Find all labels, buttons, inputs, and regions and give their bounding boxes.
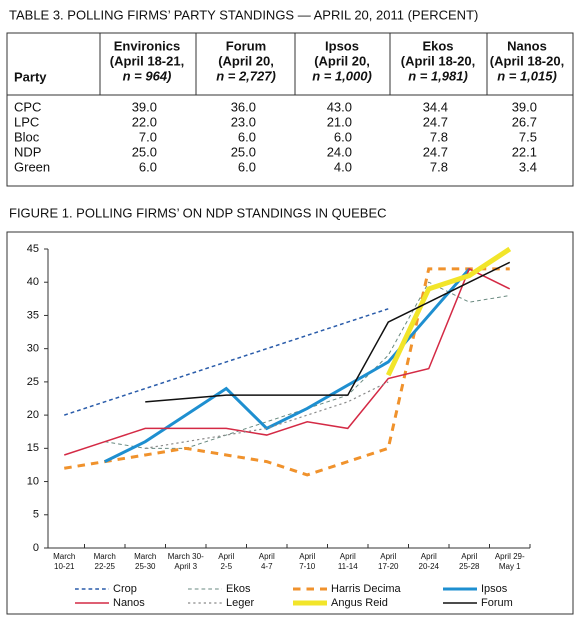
x-tick-label: 10-21	[54, 562, 75, 571]
x-tick-label: 2-5	[220, 562, 232, 571]
legend-label: Crop	[113, 583, 137, 595]
cell: 6.0	[238, 159, 256, 174]
cell: 25.0	[231, 144, 256, 159]
series-line	[385, 246, 512, 377]
cell: 39.0	[132, 99, 157, 114]
row-label: NDP	[14, 144, 41, 159]
x-tick-label: April	[380, 552, 396, 561]
cell: 34.4	[423, 99, 448, 114]
column-header: Forum	[226, 38, 266, 53]
column-header: Environics	[114, 38, 180, 53]
y-tick-label: 0	[33, 542, 39, 554]
x-tick-label: April	[218, 552, 234, 561]
x-tick-label: May 1	[499, 562, 521, 571]
cell: 43.0	[327, 99, 352, 114]
legend-label: Ipsos	[481, 583, 508, 595]
x-tick-label: 20-24	[419, 562, 440, 571]
x-tick-label: April	[461, 552, 477, 561]
cell: 21.0	[327, 114, 352, 129]
column-header: Nanos	[507, 38, 547, 53]
y-tick-label: 25	[27, 376, 39, 388]
cell: 22.0	[132, 114, 157, 129]
column-header: (April 20,	[314, 53, 370, 68]
cell: 36.0	[231, 99, 256, 114]
series-line	[104, 281, 510, 449]
y-tick-label: 10	[27, 475, 39, 487]
cell: 24.7	[423, 144, 448, 159]
series-line	[145, 261, 511, 403]
column-header: (April 18-20,	[490, 53, 564, 68]
legend-label: Harris Decima	[331, 583, 402, 595]
cell: 6.0	[139, 159, 157, 174]
column-header: (April 18-21,	[110, 53, 184, 68]
y-tick-label: 15	[27, 442, 39, 454]
column-header: Ipsos	[325, 38, 359, 53]
x-tick-label: April	[421, 552, 437, 561]
y-tick-label: 5	[33, 509, 39, 521]
x-tick-label: 22-25	[95, 562, 116, 571]
figure-title: FIGURE 1. POLLING FIRMS’ ON NDP STANDING…	[9, 205, 387, 220]
series-line	[64, 308, 389, 416]
y-tick-label: 30	[27, 343, 39, 355]
x-tick-label: 11-14	[338, 562, 358, 571]
cell: 7.0	[139, 129, 157, 144]
series-line	[64, 267, 511, 456]
row-label: Bloc	[14, 129, 40, 144]
y-tick-label: 45	[27, 243, 39, 255]
x-tick-label: March	[94, 552, 116, 561]
legend-label: Forum	[481, 597, 513, 609]
column-header: Ekos	[422, 38, 453, 53]
column-header: n = 1,015)	[497, 68, 557, 83]
x-tick-label: 7-10	[299, 562, 316, 571]
legend-label: Nanos	[113, 597, 145, 609]
cell: 22.1	[512, 144, 537, 159]
cell: 39.0	[512, 99, 537, 114]
x-tick-label: March	[53, 552, 75, 561]
cell: 3.4	[519, 159, 537, 174]
x-tick-label: April	[259, 552, 275, 561]
cell: 6.0	[334, 129, 352, 144]
column-header: (April 18-20,	[401, 53, 475, 68]
cell: 24.7	[423, 114, 448, 129]
x-tick-label: 25-28	[459, 562, 480, 571]
column-header: n = 964)	[123, 68, 172, 83]
column-header: n = 2,727)	[216, 68, 276, 83]
x-tick-label: March	[134, 552, 156, 561]
cell: 23.0	[231, 114, 256, 129]
x-tick-label: April 3	[174, 562, 197, 571]
cell: 7.8	[430, 159, 448, 174]
x-tick-label: April 29-	[495, 552, 525, 561]
series-line	[104, 267, 471, 463]
x-tick-label: 4-7	[261, 562, 273, 571]
legend-label: Ekos	[226, 583, 251, 595]
x-tick-label: April	[340, 552, 356, 561]
x-tick-label: April	[299, 552, 315, 561]
table-frame	[6, 32, 574, 187]
y-tick-label: 40	[27, 276, 39, 288]
y-tick-label: 35	[27, 309, 39, 321]
column-header: n = 1,981)	[408, 68, 468, 83]
table-title: TABLE 3. POLLING FIRMS’ PARTY STANDINGS …	[9, 7, 478, 22]
x-tick-label: 25-30	[135, 562, 156, 571]
cell: 7.8	[430, 129, 448, 144]
column-header: (April 20,	[218, 53, 274, 68]
cell: 26.7	[512, 114, 537, 129]
row-label: LPC	[14, 114, 39, 129]
cell: 24.0	[327, 144, 352, 159]
x-tick-label: 17-20	[378, 562, 399, 571]
legend-label: Angus Reid	[331, 597, 388, 609]
cell: 4.0	[334, 159, 352, 174]
cell: 25.0	[132, 144, 157, 159]
cell: 7.5	[519, 129, 537, 144]
row-label: CPC	[14, 99, 41, 114]
legend-label: Leger	[226, 597, 254, 609]
chart-frame	[6, 231, 574, 615]
y-tick-label: 20	[27, 409, 39, 421]
column-header: Party	[14, 69, 47, 84]
x-tick-label: March 30-	[168, 552, 204, 561]
cell: 6.0	[238, 129, 256, 144]
row-label: Green	[14, 159, 50, 174]
column-header: n = 1,000)	[312, 68, 372, 83]
